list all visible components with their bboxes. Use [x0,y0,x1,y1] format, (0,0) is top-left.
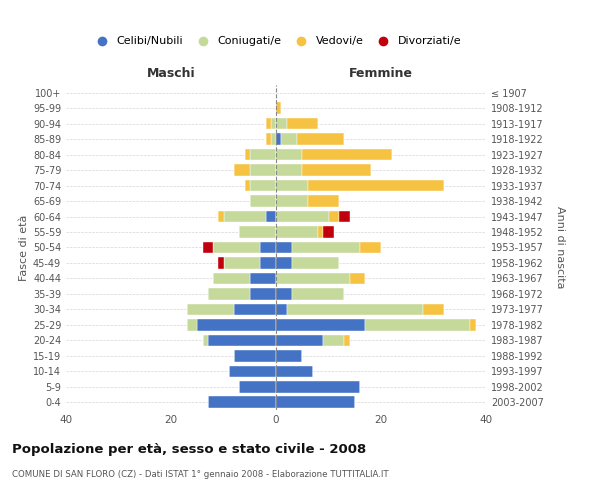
Bar [297,134,344,145]
Bar [276,118,287,130]
Bar [197,319,276,330]
Bar [276,257,292,269]
Bar [223,210,265,222]
Bar [276,180,308,192]
Bar [276,164,302,176]
Bar [245,149,250,160]
Bar [276,149,302,160]
Bar [271,118,276,130]
Bar [339,210,349,222]
Bar [239,381,276,392]
Text: Maschi: Maschi [146,68,196,80]
Bar [234,164,250,176]
Bar [265,134,271,145]
Bar [265,118,271,130]
Bar [250,164,276,176]
Bar [276,350,302,362]
Bar [344,334,349,346]
Bar [218,257,223,269]
Text: Popolazione per età, sesso e stato civile - 2008: Popolazione per età, sesso e stato civil… [12,442,366,456]
Legend: Celibi/Nubili, Coniugati/e, Vedovi/e, Divorziati/e: Celibi/Nubili, Coniugati/e, Vedovi/e, Di… [86,32,466,51]
Bar [276,242,292,254]
Bar [276,304,287,315]
Bar [245,180,250,192]
Bar [265,210,276,222]
Bar [250,196,276,207]
Bar [234,350,276,362]
Text: COMUNE DI SAN FLORO (CZ) - Dati ISTAT 1° gennaio 2008 - Elaborazione TUTTITALIA.: COMUNE DI SAN FLORO (CZ) - Dati ISTAT 1°… [12,470,389,479]
Text: Femmine: Femmine [349,68,413,80]
Bar [187,319,197,330]
Bar [276,102,281,114]
Bar [276,226,318,238]
Bar [308,196,339,207]
Bar [323,334,344,346]
Bar [276,196,308,207]
Bar [250,149,276,160]
Bar [302,149,392,160]
Bar [208,334,276,346]
Bar [470,319,476,330]
Bar [302,164,371,176]
Bar [276,210,329,222]
Bar [239,226,276,238]
Y-axis label: Fasce di età: Fasce di età [19,214,29,280]
Bar [208,288,250,300]
Bar [276,366,313,377]
Bar [276,334,323,346]
Bar [223,257,260,269]
Bar [349,272,365,284]
Bar [213,272,250,284]
Bar [276,381,360,392]
Bar [271,134,276,145]
Bar [292,288,344,300]
Bar [276,288,292,300]
Bar [260,257,276,269]
Y-axis label: Anni di nascita: Anni di nascita [555,206,565,288]
Bar [365,319,470,330]
Bar [260,242,276,254]
Bar [213,242,260,254]
Bar [329,210,339,222]
Bar [250,180,276,192]
Bar [250,272,276,284]
Bar [287,304,423,315]
Bar [276,272,349,284]
Bar [276,134,281,145]
Bar [229,366,276,377]
Bar [187,304,234,315]
Bar [318,226,323,238]
Bar [308,180,444,192]
Bar [287,118,318,130]
Bar [423,304,444,315]
Bar [208,396,276,408]
Bar [323,226,334,238]
Bar [292,257,339,269]
Bar [276,319,365,330]
Bar [250,288,276,300]
Bar [234,304,276,315]
Bar [218,210,223,222]
Bar [360,242,381,254]
Bar [292,242,360,254]
Bar [203,334,208,346]
Bar [281,134,297,145]
Bar [276,396,355,408]
Bar [203,242,213,254]
